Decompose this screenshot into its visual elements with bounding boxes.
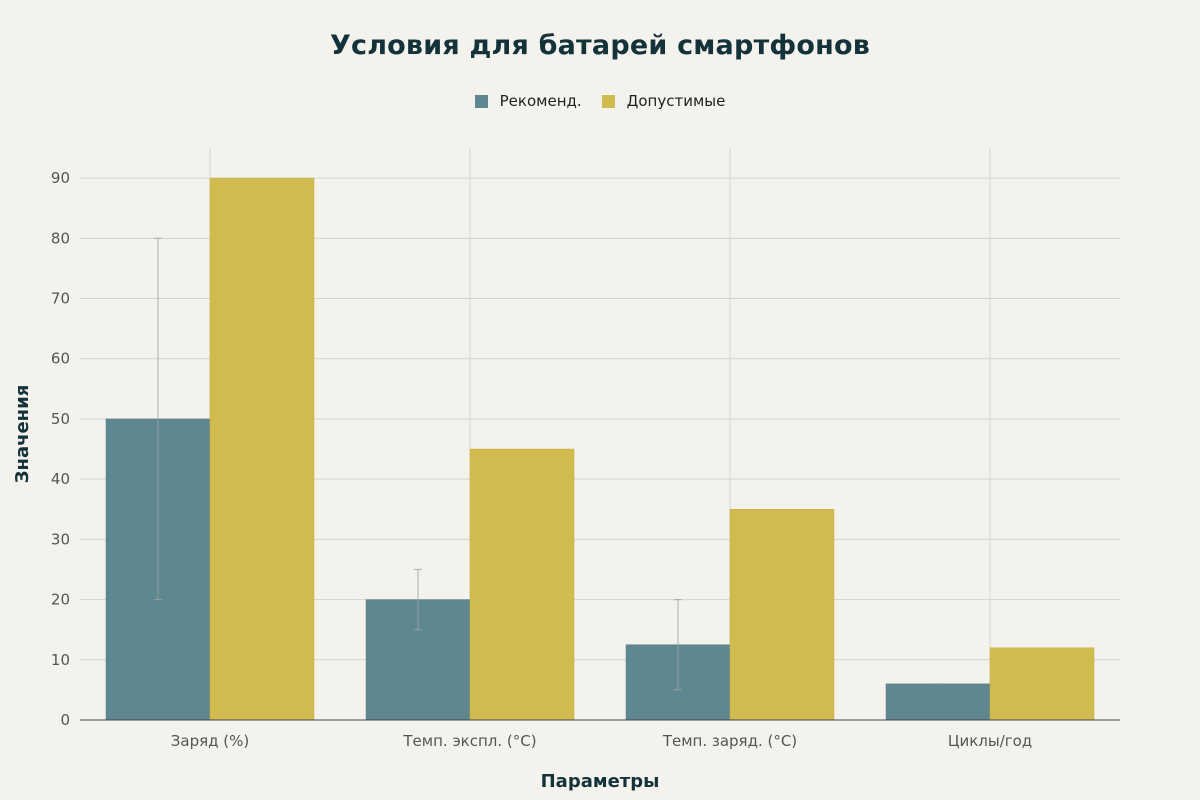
bar-allowed[interactable] (209, 177, 315, 721)
y-tick-label: 20 (51, 591, 70, 609)
y-tick-label: 10 (51, 651, 70, 669)
y-tick-label: 50 (51, 410, 70, 428)
x-axis-title: Параметры (541, 771, 660, 792)
legend: Рекоменд. Допустимые (0, 92, 1200, 110)
bar-allowed[interactable] (469, 448, 575, 721)
bar-recommended[interactable] (885, 683, 991, 721)
chart-title: Условия для батарей смартфонов (329, 30, 870, 61)
y-tick-label: 90 (51, 169, 70, 187)
y-tick-label: 30 (51, 530, 70, 548)
y-tick-label: 70 (51, 290, 70, 308)
legend-label-recommended: Рекоменд. (499, 92, 582, 110)
x-tick-label: Темп. заряд. (°C) (662, 732, 797, 750)
legend-swatch-allowed (601, 94, 615, 108)
bar-allowed[interactable] (729, 509, 835, 721)
y-tick-label: 60 (51, 350, 70, 368)
x-tick-label: Заряд (%) (171, 732, 249, 750)
x-tick-label: Темп. экспл. (°C) (402, 732, 536, 750)
y-axis-title: Значения (12, 385, 33, 484)
y-tick-label: 0 (60, 711, 70, 729)
legend-swatch-recommended (474, 94, 488, 108)
y-tick-label: 40 (51, 470, 70, 488)
y-tick-label: 80 (51, 229, 70, 247)
bar-allowed[interactable] (989, 647, 1095, 721)
legend-label-allowed: Допустимые (626, 92, 726, 110)
legend-entry-recommended[interactable]: Рекоменд. (474, 92, 582, 110)
x-tick-label: Циклы/год (948, 732, 1032, 750)
legend-entry-allowed[interactable]: Допустимые (601, 92, 726, 110)
